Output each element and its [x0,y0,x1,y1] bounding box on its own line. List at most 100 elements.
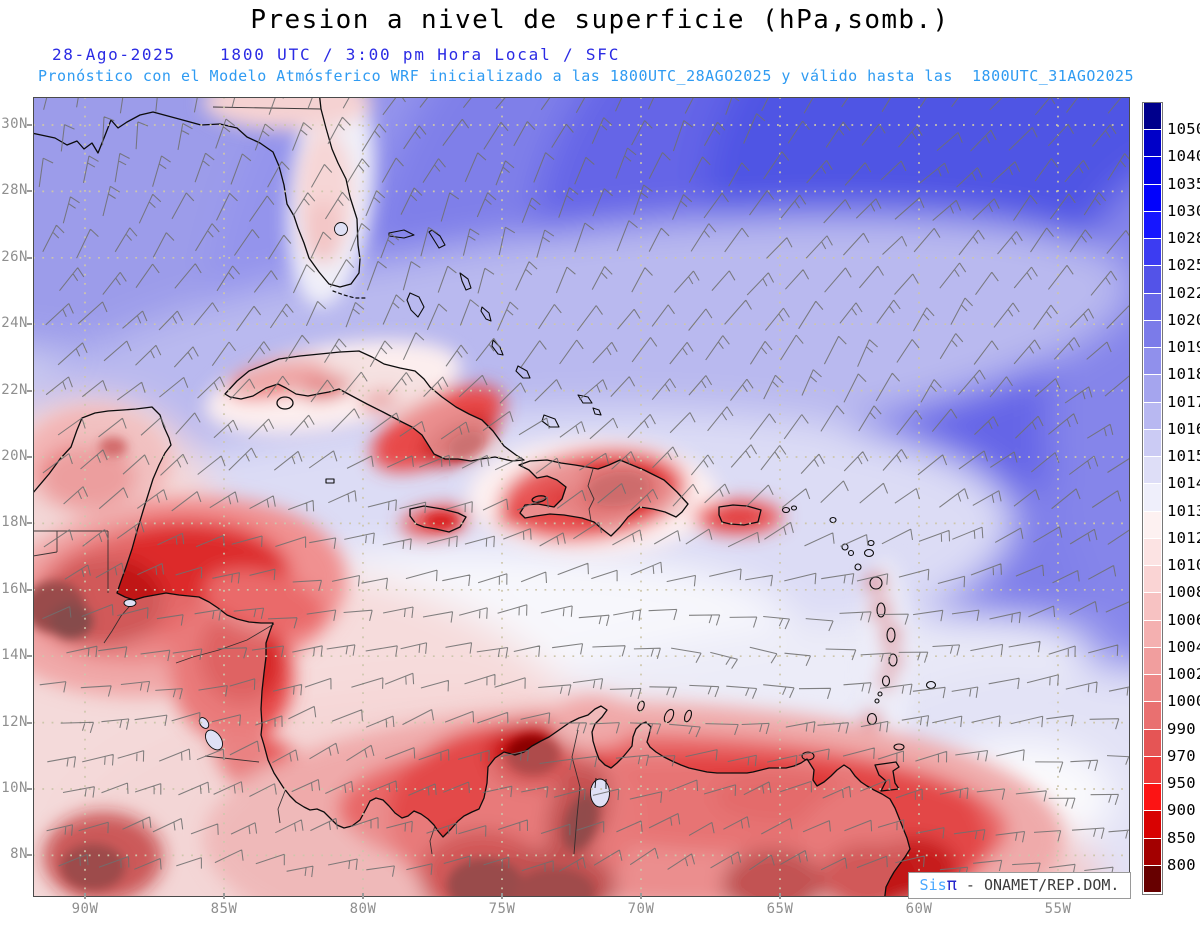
colorbar-cell [1144,593,1161,620]
colorbar-cell [1144,539,1161,565]
axis-tick [640,893,642,899]
colorbar-label: 1015 [1167,447,1200,466]
colorbar-cell [1144,866,1161,892]
lon-label: 90W [71,901,99,917]
colorbar-cell [1144,130,1161,156]
page-title: Presion a nivel de superficie (hPa,somb.… [250,5,950,35]
date-label: 28-Ago-2025 [52,45,176,64]
colorbar-cell [1144,294,1161,320]
colorbar-cell [1144,430,1161,456]
axis-tick [27,788,32,790]
lon-label: 55W [1044,901,1072,917]
colorbar-label: 990 [1167,719,1196,738]
lat-label: 8N [10,846,28,863]
axis-tick [27,190,32,193]
colorbar-cell [1144,185,1161,211]
lat-label: 12N [1,713,28,730]
colorbar-label: 1014 [1167,474,1200,493]
colorbar-cell [1144,348,1161,374]
wind-barbs [38,77,1137,879]
colorbar-cell [1144,730,1161,756]
axis-tick [27,854,32,857]
colorbar-label: 1017 [1167,392,1200,411]
axis-tick [27,124,32,126]
lat-label: 10N [1,780,28,796]
colorbar-label: 1030 [1167,201,1200,220]
colorbar-cell [1144,212,1161,238]
colorbar-cell [1144,239,1161,265]
colorbar-label: 1040 [1167,147,1200,166]
colorbar-cell [1144,702,1161,729]
axis-tick [27,389,32,392]
colorbar-label: 1010 [1167,556,1200,575]
lon-label: 85W [210,901,238,917]
colorbar-label: 800 [1167,855,1196,874]
attribution-org: ONAMET/REP.DOM. [983,876,1120,894]
lat-label: 18N [1,514,28,531]
map-frame [33,97,1130,897]
colorbar-label: 1002 [1167,665,1200,684]
axis-tick [27,522,32,525]
lon-label: 75W [488,901,516,917]
colorbar-cell [1144,484,1161,511]
axis-tick [27,456,32,458]
colorbar-cell [1144,621,1161,647]
axis-tick [223,893,225,899]
colorbar-label: 1016 [1167,419,1200,438]
colorbar-cell [1144,157,1161,184]
colorbar-label: 1050 [1167,120,1200,139]
attribution-dash: - [956,876,984,894]
colorbar-cell [1144,566,1161,592]
axis-tick [779,893,781,899]
attribution-sis: Sis [919,876,947,894]
colorbar-cell [1144,375,1161,402]
colorbar-cell [1144,266,1161,293]
colorbar-cell [1144,403,1161,429]
lat-label: 30N [1,116,28,132]
attribution-pi-icon: π [946,875,957,895]
lat-label: 20N [1,448,28,464]
colorbar-label: 1019 [1167,338,1200,357]
lat-label: 16N [1,580,28,597]
lon-label: 70W [627,901,655,917]
colorbar-cell [1144,811,1161,838]
lat-label: 22N [1,381,28,398]
colorbar-cell [1144,457,1161,483]
lon-label: 80W [349,901,377,917]
colorbar-label: 1006 [1167,610,1200,629]
colorbar-label: 1025 [1167,256,1200,275]
colorbar-label: 1022 [1167,283,1200,302]
axis-tick [27,721,32,724]
lon-label: 60W [905,901,933,917]
colorbar-label: 850 [1167,828,1196,847]
axis-tick [501,893,503,899]
lat-label: 26N [1,248,28,265]
colorbar-cell [1144,648,1161,674]
colorbar-label: 900 [1167,801,1196,820]
colorbar-cell [1144,784,1161,810]
lakes [123,222,610,808]
colorbar-label: 950 [1167,774,1196,793]
time-label: 1800 UTC / 3:00 pm Hora Local / SFC [220,45,621,64]
colorbar-label: 1028 [1167,229,1200,248]
colorbar-label: 1008 [1167,583,1200,602]
lat-label: 14N [1,647,28,664]
colorbar-label: 1035 [1167,174,1200,193]
colorbar-cell [1144,839,1161,865]
axis-tick [362,893,364,899]
colorbar-cell [1144,675,1161,701]
lon-label: 65W [766,901,794,917]
colorbar-cell [1144,512,1161,538]
colorbar-label: 1004 [1167,637,1200,656]
colorbar-cell [1144,321,1161,347]
attribution-box: Sisπ - ONAMET/REP.DOM. [908,872,1131,899]
axis-tick [27,256,32,259]
colorbar-label: 1013 [1167,501,1200,520]
colorbar-label: 970 [1167,746,1196,765]
colorbar-label: 1012 [1167,528,1200,547]
colorbar-label: 1020 [1167,310,1200,329]
axis-tick [84,893,86,899]
axis-tick [27,323,32,326]
